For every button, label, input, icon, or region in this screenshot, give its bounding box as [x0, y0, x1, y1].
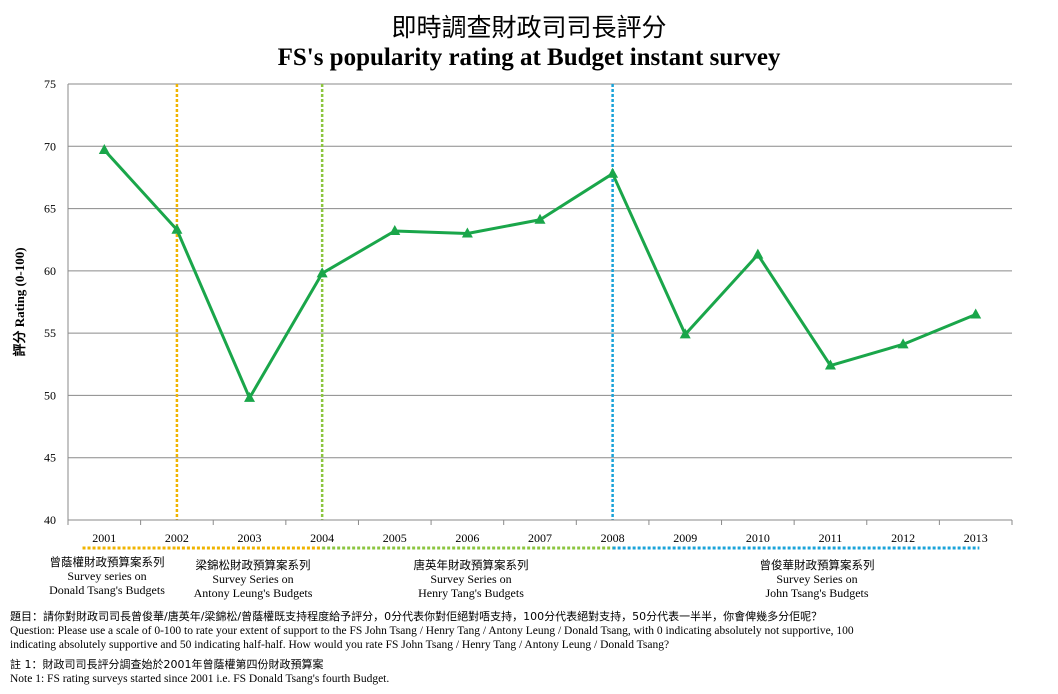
x-tick-label: 2013	[964, 531, 988, 545]
data-point-2012	[897, 338, 909, 349]
series-label-en-line1: Survey Series on	[212, 572, 294, 586]
data-point-2010	[752, 248, 764, 259]
x-tick-label: 2001	[92, 531, 116, 545]
x-tick-label: 2004	[310, 531, 334, 545]
x-tick-label: 2012	[891, 531, 915, 545]
series-label-en-line1: Survey Series on	[430, 572, 512, 586]
axes	[67, 84, 1013, 525]
data-point-2004	[316, 267, 328, 278]
data-point-2001	[98, 144, 110, 155]
note-text-zh: 註 1：財政司司長評分調查始於2001年曾蔭權第四份財政預算案	[10, 658, 324, 671]
footnotes: 題目：請你對財政司司長曾俊華/唐英年/梁錦松/曾蔭權既支持程度給予評分，0分代表…	[10, 610, 1050, 686]
plot-series	[98, 144, 982, 402]
question-text-zh: 題目：請你對財政司司長曾俊華/唐英年/梁錦松/曾蔭權既支持程度給予評分，0分代表…	[10, 610, 823, 623]
y-tick-labels: 40 45 50 55 60 65 70 75	[44, 77, 56, 527]
y-tick-label: 75	[44, 77, 56, 91]
x-tick-label: 2010	[746, 531, 770, 545]
question-text-en-line2: indicating absolutely supportive and 50 …	[10, 639, 670, 651]
data-point-2013	[970, 308, 982, 319]
data-point-2003	[244, 391, 256, 402]
data-point-2002	[171, 223, 183, 234]
chart-title-english: FS's popularity rating at Budget instant…	[277, 44, 781, 71]
data-point-2005	[389, 224, 401, 235]
series-label-zh: 梁錦松財政預算案系列	[195, 558, 311, 572]
y-tick-label: 50	[44, 388, 56, 402]
series-label-en-line2: Antony Leung's Budgets	[193, 586, 313, 600]
x-tick-labels: 2001 2002 2003 2004 2005 2006 2007 2008 2009 2010…	[92, 531, 987, 545]
series-label-en-line2: John Tsang's Budgets	[765, 586, 869, 600]
series-label-john-tsang: 曾俊華財政預算案系列 Survey Series on John Tsang's…	[752, 558, 882, 600]
x-tick-label: 2006	[455, 531, 479, 545]
x-tick-label: 2011	[819, 531, 843, 545]
note-text-en: Note 1: FS rating surveys started since …	[10, 673, 390, 685]
data-point-2006	[461, 227, 473, 238]
x-tick-label: 2009	[673, 531, 697, 545]
y-tick-label: 55	[44, 326, 56, 340]
data-point-2011	[824, 359, 836, 370]
y-tick-label: 60	[44, 264, 56, 278]
y-tick-label: 70	[44, 139, 56, 153]
series-label-en-line1: Survey series on	[67, 569, 147, 583]
series-label-henry-tang: 唐英年財政預算案系列 Survey Series on Henry Tang's…	[406, 558, 536, 600]
y-tick-label: 65	[44, 202, 56, 216]
data-point-2009	[679, 328, 691, 339]
series-label-donald-tsang: 曾蔭權財政預算案系列 Survey series on Donald Tsang…	[44, 555, 170, 597]
series-label-antony-leung: 梁錦松財政預算案系列 Survey Series on Antony Leung…	[190, 558, 316, 600]
rating-line	[103, 149, 977, 400]
chart-title-chinese: 即時調查財政司司長評分	[391, 13, 667, 42]
x-tick-label: 2008	[601, 531, 625, 545]
x-tick-label: 2003	[238, 531, 262, 545]
series-label-zh: 曾蔭權財政預算案系列	[49, 555, 165, 569]
series-label-en-line2: Henry Tang's Budgets	[418, 586, 524, 600]
data-point-2007	[534, 213, 546, 224]
series-label-zh: 曾俊華財政預算案系列	[759, 558, 875, 572]
series-label-en-line2: Donald Tsang's Budgets	[49, 583, 165, 597]
series-label-en-line1: Survey Series on	[776, 572, 858, 586]
y-axis-label: 評分 Rating (0-100)	[12, 247, 27, 356]
question-text-en-line1: Question: Please use a scale of 0-100 to…	[10, 625, 854, 637]
y-tick-label: 45	[44, 451, 56, 465]
y-tick-label: 40	[44, 513, 56, 527]
x-tick-label: 2002	[165, 531, 189, 545]
series-divider-lines	[175, 84, 614, 520]
data-point-2008	[607, 167, 619, 178]
series-label-zh: 唐英年財政預算案系列	[413, 558, 529, 572]
x-tick-label: 2005	[383, 531, 407, 545]
gridlines	[68, 83, 1012, 459]
x-tick-label: 2007	[528, 531, 552, 545]
